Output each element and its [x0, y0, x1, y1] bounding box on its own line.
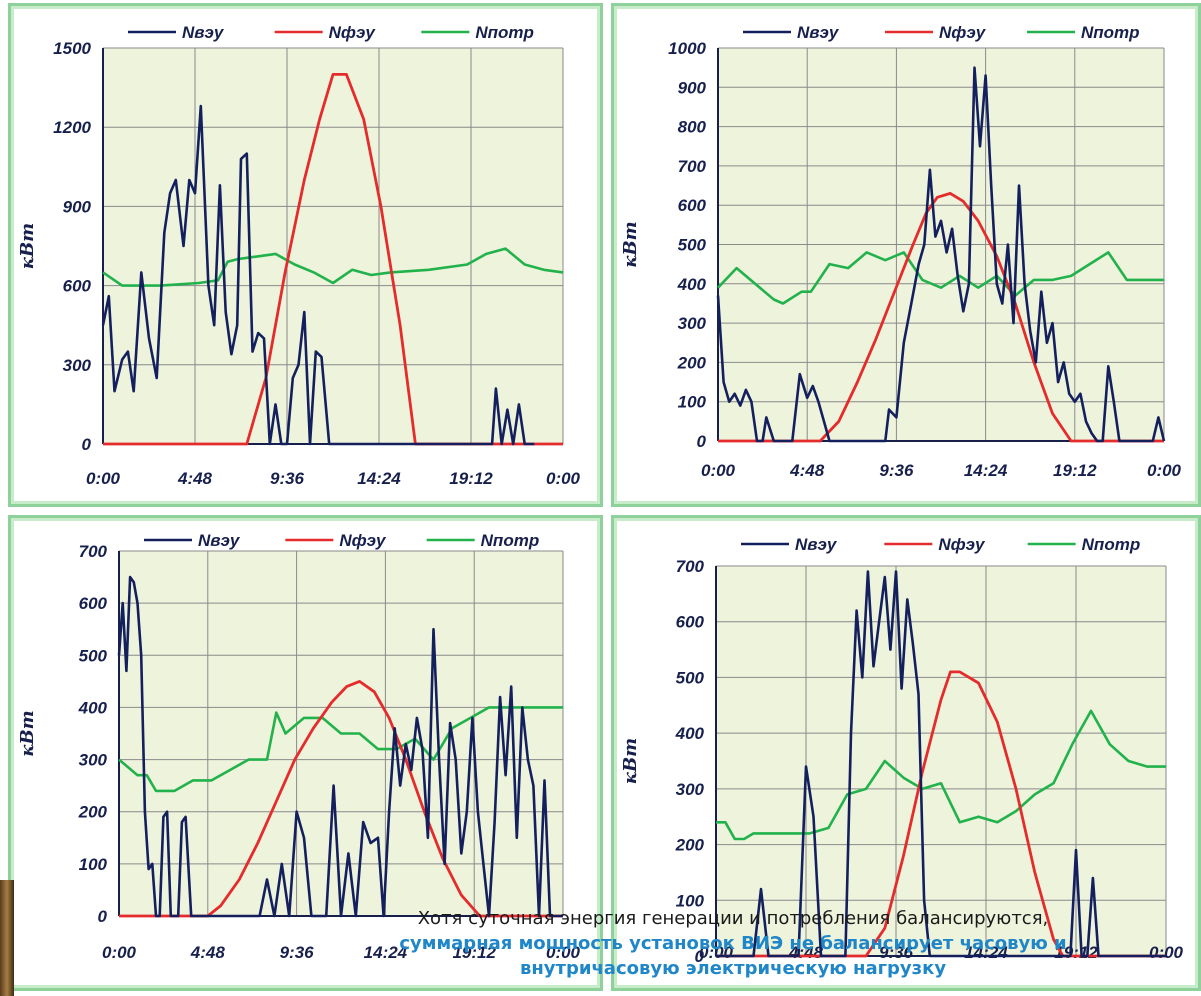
y-tick-label: 300	[678, 314, 707, 333]
legend-label-nfeu: Nфэу	[938, 535, 986, 554]
legend-label-npotr: Nпотр	[475, 23, 534, 42]
legend-label-npotr: Nпотр	[1082, 535, 1141, 554]
y-tick-label: 600	[79, 594, 108, 613]
x-tick-label: 4:48	[789, 461, 825, 480]
y-tick-label: 1000	[668, 39, 706, 58]
y-tick-label: 500	[79, 646, 108, 665]
series-line-npotr	[102, 247, 564, 287]
x-tick-label: 0:00	[86, 469, 121, 488]
series-line-nfeu	[716, 670, 1166, 958]
series-line-nveu	[101, 104, 535, 446]
y-tick-label: 600	[676, 613, 705, 632]
y-tick-label: 300	[676, 780, 705, 799]
plot-area	[716, 566, 1166, 956]
y-tick-label: 700	[678, 157, 707, 176]
x-tick-label: 9:36	[270, 469, 305, 488]
y-tick-label: 900	[678, 78, 707, 97]
series-line-npotr	[716, 709, 1166, 841]
y-tick-label: 400	[78, 698, 108, 717]
y-tick-label: 100	[79, 855, 108, 874]
photo-edge	[0, 880, 14, 996]
legend-label-nfeu: Nфэу	[939, 23, 987, 42]
x-tick-label: 0:00	[701, 461, 736, 480]
y-tick-label: 300	[79, 751, 108, 770]
y-tick-label: 600	[678, 196, 707, 215]
plot-area	[103, 48, 563, 444]
series-line-nveu	[117, 575, 563, 918]
series-line-nfeu	[718, 192, 1164, 443]
series-line-nfeu	[119, 680, 563, 918]
x-tick-label: 19:12	[452, 943, 496, 962]
chart-panel-top-right: 0 100 200 300 400 500 600 700 800 900 1000 0:00 4:48…	[611, 3, 1201, 507]
x-tick-label: 0:00	[1147, 461, 1182, 480]
caption: Хотя суточная энергия генерации и потреб…	[268, 906, 1198, 981]
series-line-npotr	[118, 706, 563, 793]
legend: Nвэу Nфэу Nпотр	[741, 535, 1140, 554]
y-tick-label: 900	[63, 197, 92, 216]
chart-panel-top-left: 0 300 600 900 1200 1500 0:00 4:48 9:36 14:24 19:12…	[8, 3, 603, 507]
caption-line-1: Хотя суточная энергия генерации и потреб…	[417, 908, 1049, 929]
y-tick-label: 700	[79, 542, 108, 561]
chart-panel-bottom-left: 0 100 200 300 400 500 600 700 0:00 4:48 9:36 14:24 1…	[8, 515, 603, 991]
y-tick-label: 600	[63, 277, 92, 296]
x-tick-label: 9:36	[879, 943, 914, 962]
y-tick-label: 0	[695, 947, 705, 966]
y-axis-title: кВт	[620, 221, 641, 267]
y-tick-label: 400	[675, 724, 705, 743]
series-line-nveu	[716, 66, 1166, 443]
y-axis-title: кВт	[17, 223, 38, 269]
series-line-nfeu	[103, 73, 563, 446]
legend: Nвэу Nфэу Nпотр	[128, 23, 534, 42]
legend-label-nveu: Nвэу	[795, 535, 838, 554]
y-tick-label: 300	[63, 356, 92, 375]
x-tick-label: 0:00	[546, 943, 581, 962]
legend-label-nveu: Nвэу	[182, 23, 225, 42]
legend: Nвэу Nфэу Nпотр	[144, 531, 539, 550]
y-tick-label: 500	[678, 236, 707, 255]
y-tick-label: 100	[678, 393, 707, 412]
chart-svg-1: 0 300 600 900 1200 1500 0:00 4:48 9:36 14:24 19:12…	[17, 23, 581, 488]
y-tick-label: 0	[98, 907, 108, 926]
x-tick-label: 4:48	[190, 943, 226, 962]
y-tick-label: 0	[82, 435, 92, 454]
x-tick-label: 19:12	[1053, 461, 1097, 480]
y-tick-label: 800	[678, 118, 707, 137]
x-tick-label: 9:36	[879, 461, 914, 480]
x-tick-label: 14:24	[964, 461, 1008, 480]
legend-label-npotr: Nпотр	[481, 531, 540, 550]
y-axis-title: кВт	[620, 738, 641, 784]
legend: Nвэу Nфэу Nпотр	[743, 23, 1140, 42]
y-tick-label: 0	[697, 432, 707, 451]
chart-panel-bottom-right: 0 100 200 300 400 500 600 700 0:00 4:48 9:36 14:24 1…	[611, 515, 1201, 991]
legend-label-nfeu: Nфэу	[329, 23, 377, 42]
y-tick-label: 100	[676, 891, 705, 910]
legend-label-nveu: Nвэу	[198, 531, 241, 550]
x-tick-label: 9:36	[280, 943, 315, 962]
legend-label-nfeu: Nфэу	[339, 531, 387, 550]
series-line-nveu	[716, 570, 1166, 958]
x-tick-label: 19:12	[449, 469, 493, 488]
x-tick-label: 14:24	[357, 469, 401, 488]
x-tick-label: 14:24	[364, 943, 408, 962]
y-axis-title: кВт	[17, 710, 38, 756]
y-tick-label: 200	[78, 803, 108, 822]
x-tick-label: 0:00	[546, 469, 581, 488]
y-tick-label: 400	[677, 275, 707, 294]
legend-label-npotr: Nпотр	[1081, 23, 1140, 42]
caption-line-3: внутричасовую электрическую нагрузку	[519, 958, 947, 979]
series-line-npotr	[717, 251, 1164, 305]
x-tick-label: 0:00	[102, 943, 137, 962]
y-tick-label: 500	[676, 668, 705, 687]
legend-label-nveu: Nвэу	[797, 23, 840, 42]
caption-line-2: суммарная мощность установок ВИЭ не бала…	[399, 933, 1067, 954]
y-tick-label: 700	[676, 557, 705, 576]
chart-svg-2: 0 100 200 300 400 500 600 700 800 900 1000 0:00 4:48…	[620, 23, 1182, 480]
y-tick-label: 1500	[53, 39, 91, 58]
y-tick-label: 1200	[53, 118, 91, 137]
x-tick-label: 4:48	[177, 469, 213, 488]
chart-svg-3: 0 100 200 300 400 500 600 700 0:00 4:48 9:36 14:24 1…	[17, 531, 581, 962]
y-tick-label: 200	[677, 353, 707, 372]
y-tick-label: 200	[675, 836, 705, 855]
